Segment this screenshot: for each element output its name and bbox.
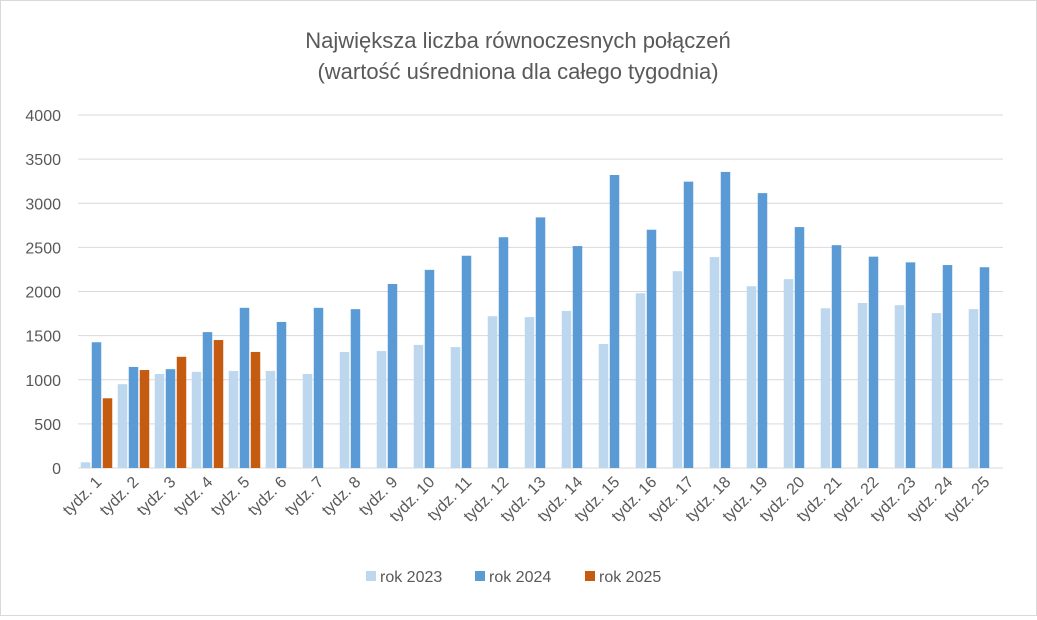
y-tick-label: 4000 — [25, 108, 61, 125]
bar-rok-2024-9 — [387, 283, 398, 468]
bar-rok-2024-1 — [91, 342, 102, 468]
y-tick-label: 1000 — [25, 373, 61, 390]
legend-label: rok 2024 — [489, 569, 551, 586]
bar-rok-2024-7 — [313, 307, 324, 468]
bar-rok-2024-8 — [350, 309, 361, 468]
bar-rok-2024-11 — [461, 255, 472, 468]
bar-rok-2023-11 — [450, 347, 461, 468]
bar-rok-2023-21 — [820, 308, 831, 468]
bar-rok-2024-24 — [942, 265, 953, 468]
bar-rok-2024-23 — [905, 262, 916, 468]
legend-label: rok 2025 — [599, 569, 661, 586]
bar-rok-2023-4 — [191, 371, 202, 468]
x-tick-label: tydz. 8 — [319, 474, 364, 519]
x-tick-label: tydz. 7 — [282, 474, 327, 519]
bar-rok-2023-20 — [783, 279, 794, 468]
bar-rok-2023-8 — [339, 351, 350, 468]
legend-swatch — [366, 571, 376, 581]
bar-rok-2023-10 — [413, 344, 424, 468]
bar-rok-2024-18 — [720, 171, 731, 468]
bar-rok-2024-5 — [239, 307, 250, 468]
bar-rok-2024-19 — [757, 193, 768, 468]
bar-rok-2024-3 — [165, 369, 176, 468]
bar-rok-2024-25 — [979, 267, 990, 468]
bar-rok-2025-3 — [176, 356, 187, 468]
x-tick-label: tydz. 4 — [171, 474, 216, 519]
bar-rok-2023-12 — [487, 316, 498, 468]
chart-title-line-2: (wartość uśredniona dla całego tygodnia) — [317, 59, 718, 84]
legend-swatch — [585, 571, 595, 581]
bar-rok-2023-9 — [376, 351, 387, 468]
x-tick-label: tydz. 1 — [60, 474, 105, 519]
bar-rok-2023-5 — [228, 370, 239, 468]
bar-rok-2024-16 — [646, 229, 657, 468]
bar-rok-2024-21 — [831, 245, 842, 468]
bar-rok-2023-2 — [117, 384, 128, 468]
bar-rok-2025-5 — [250, 351, 261, 468]
y-tick-label: 3500 — [25, 152, 61, 169]
bar-rok-2023-18 — [709, 257, 720, 468]
bar-rok-2024-4 — [202, 332, 213, 468]
bar-rok-2024-14 — [572, 246, 583, 468]
bar-rok-2023-25 — [968, 309, 979, 468]
chart-title-line-1: Największa liczba równoczesnych połączeń — [305, 28, 731, 53]
bar-rok-2023-16 — [635, 293, 646, 468]
x-tick-label: tydz. 5 — [208, 474, 253, 519]
bar-rok-2023-14 — [561, 310, 572, 468]
legend-swatch — [475, 571, 485, 581]
bar-rok-2023-17 — [672, 271, 683, 468]
bar-rok-2023-24 — [931, 313, 942, 468]
bar-rok-2025-4 — [213, 340, 224, 468]
bar-rok-2023-3 — [154, 374, 165, 468]
x-tick-label: tydz. 3 — [134, 474, 179, 519]
bar-rok-2024-22 — [868, 256, 879, 468]
bar-rok-2024-6 — [276, 321, 287, 468]
legend-label: rok 2023 — [380, 569, 442, 586]
bar-rok-2023-19 — [746, 286, 757, 468]
bar-rok-2023-7 — [302, 374, 313, 468]
bar-rok-2023-22 — [857, 302, 868, 468]
y-tick-label: 500 — [34, 417, 61, 434]
bar-rok-2025-1 — [102, 398, 113, 468]
y-tick-label: 2500 — [25, 240, 61, 257]
x-tick-label: tydz. 6 — [245, 474, 290, 519]
y-tick-label: 3000 — [25, 196, 61, 213]
bar-rok-2024-12 — [498, 237, 509, 468]
bar-rok-2023-15 — [598, 344, 609, 468]
y-tick-label: 1500 — [25, 329, 61, 346]
bar-rok-2023-13 — [524, 317, 535, 468]
bar-rok-2023-23 — [894, 305, 905, 468]
bar-rok-2023-6 — [265, 370, 276, 468]
bar-rok-2024-20 — [794, 227, 805, 468]
x-tick-label: tydz. 2 — [97, 474, 142, 519]
bar-rok-2024-17 — [683, 181, 694, 468]
bar-rok-2024-13 — [535, 217, 546, 468]
bar-rok-2023-1 — [80, 462, 91, 468]
y-tick-label: 0 — [52, 461, 61, 478]
bar-rok-2024-2 — [128, 366, 139, 468]
y-tick-label: 2000 — [25, 285, 61, 302]
bar-rok-2024-10 — [424, 269, 435, 468]
bar-rok-2024-15 — [609, 175, 620, 468]
bar-rok-2025-2 — [139, 370, 150, 468]
